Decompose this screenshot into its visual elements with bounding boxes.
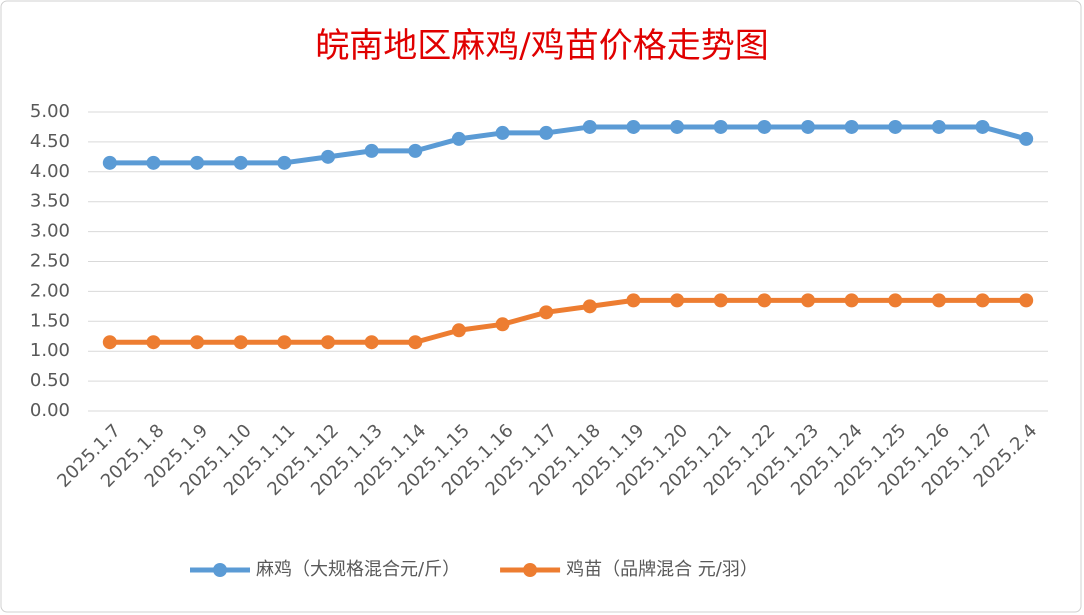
y-tick-label: 1.50: [30, 310, 70, 331]
data-point: [233, 155, 248, 170]
y-tick-label: 5.00: [30, 101, 70, 122]
data-point: [1019, 131, 1034, 146]
data-point: [321, 335, 335, 350]
data-point: [233, 335, 248, 350]
y-tick-label: 4.00: [30, 161, 70, 182]
data-point: [844, 293, 859, 308]
data-point: [451, 323, 466, 338]
data-point: [102, 335, 117, 350]
y-tick-label: 2.00: [30, 280, 70, 301]
series-line: [109, 124, 1027, 166]
legend-marker: [213, 563, 227, 577]
legend-marker: [523, 563, 538, 577]
y-tick-label: 0.00: [30, 400, 70, 421]
data-point: [670, 293, 685, 308]
data-point: [757, 293, 772, 308]
data-point: [364, 335, 379, 350]
data-point: [408, 143, 423, 158]
data-point: [801, 293, 815, 308]
data-point: [539, 125, 554, 140]
chart-title: 皖南地区麻鸡/鸡苗价格走势图: [315, 26, 768, 66]
y-tick-label: 4.50: [30, 131, 70, 152]
legend-label: 麻鸡（大规格混合元/斤）: [256, 559, 460, 580]
series-line: [109, 297, 1027, 345]
data-point: [626, 119, 641, 134]
data-point: [582, 299, 597, 314]
data-point: [975, 293, 990, 308]
y-tick-label: 0.50: [30, 370, 70, 391]
data-point: [844, 119, 859, 134]
data-point: [931, 293, 946, 308]
data-point: [670, 119, 685, 134]
y-tick-label: 2.50: [30, 251, 70, 272]
data-point: [713, 119, 728, 134]
data-point: [451, 131, 466, 146]
y-tick-label: 3.50: [30, 191, 70, 212]
data-point: [102, 155, 117, 170]
data-point: [975, 119, 990, 134]
data-point: [757, 119, 772, 134]
data-point: [277, 155, 292, 170]
legend-label: 鸡苗（品牌混合 元/羽）: [566, 559, 758, 580]
data-point: [713, 293, 728, 308]
data-point: [888, 293, 903, 308]
data-point: [364, 143, 379, 158]
data-point: [190, 155, 205, 170]
data-point: [801, 119, 815, 134]
data-point: [190, 335, 205, 350]
y-tick-label: 1.00: [30, 340, 70, 361]
data-point: [321, 149, 335, 164]
data-point: [539, 305, 554, 320]
data-point: [888, 119, 903, 134]
data-point: [495, 317, 510, 332]
data-point: [146, 335, 161, 350]
data-point: [931, 119, 946, 134]
data-point: [1019, 293, 1034, 308]
data-point: [408, 335, 423, 350]
data-point: [495, 125, 510, 140]
y-tick-label: 3.00: [30, 221, 70, 242]
data-point: [277, 335, 292, 350]
data-point: [146, 155, 161, 170]
data-point: [582, 119, 597, 134]
data-point: [626, 293, 641, 308]
